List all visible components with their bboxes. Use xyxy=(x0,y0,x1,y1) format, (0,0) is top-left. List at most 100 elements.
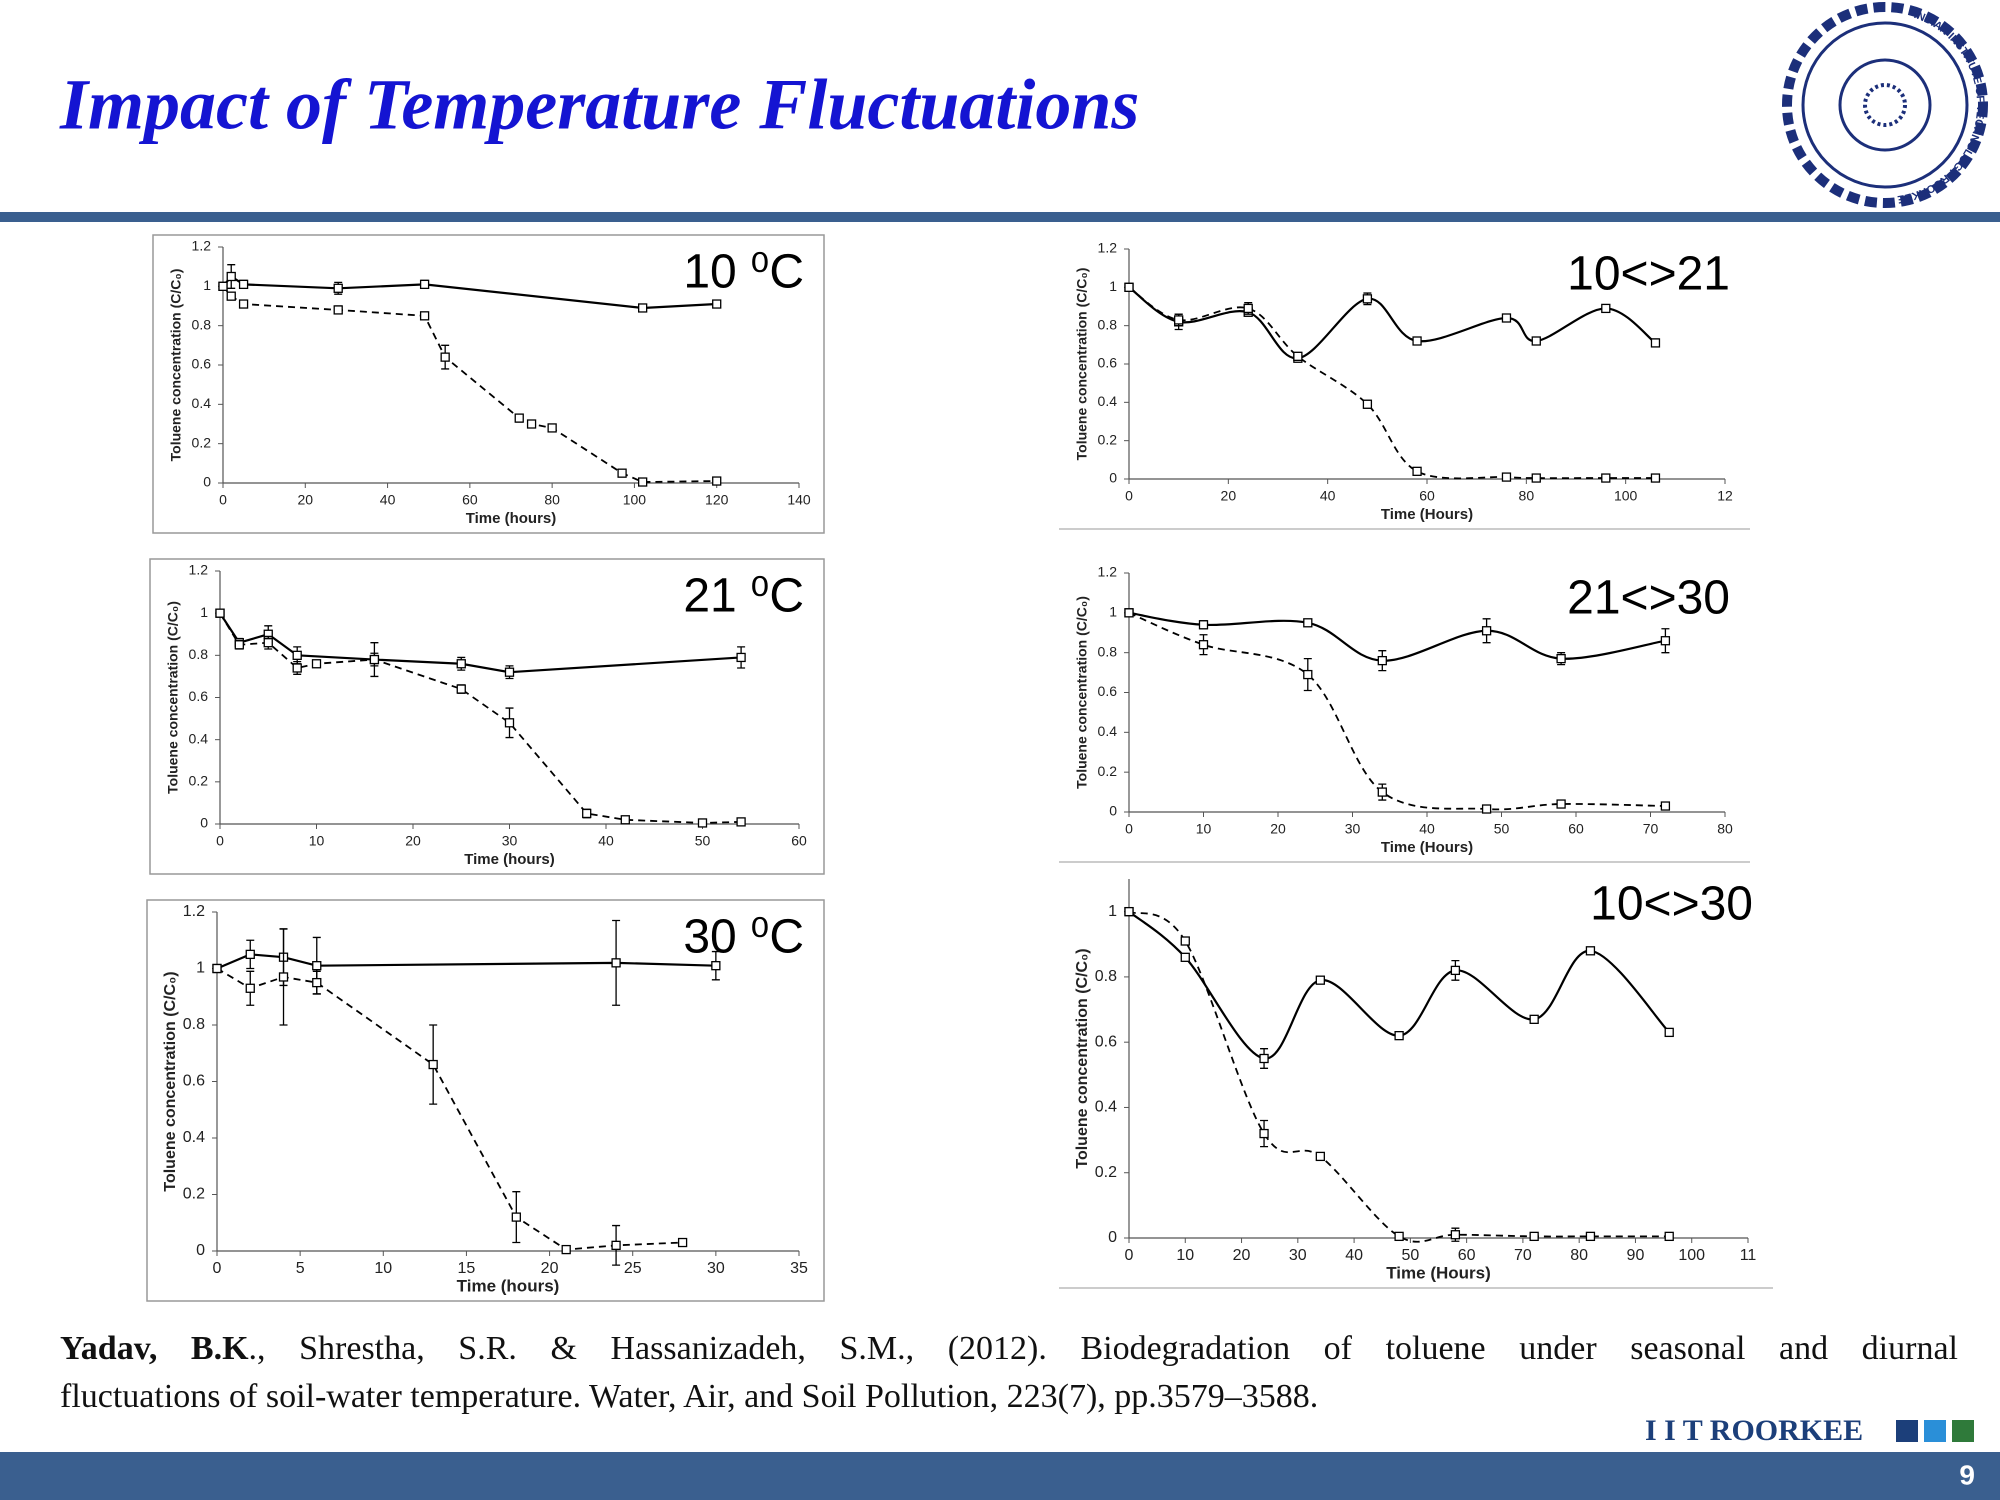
x-axis-label: Time (Hours) xyxy=(1381,506,1473,523)
y-tick-label: 1 xyxy=(1108,903,1117,920)
chart: 0 0.2 0.4 0.6 0.8 1 1.2 0 20 40 60 80 100 120 140 Time … xyxy=(152,234,825,534)
x-tick-label: 0 xyxy=(1125,488,1133,504)
data-point xyxy=(511,1212,521,1222)
data-point xyxy=(1664,1231,1674,1242)
data-point xyxy=(218,281,228,291)
data-point xyxy=(333,305,343,315)
x-tick-label: 60 xyxy=(791,833,807,849)
x-tick-label: 0 xyxy=(216,833,224,849)
data-point xyxy=(1124,906,1134,917)
series-line xyxy=(1128,286,1656,480)
chart: 0 0.2 0.4 0.6 0.8 1 1.2 0 10 20 30 40 50 60 Time (hour… xyxy=(149,558,825,875)
y-axis-label: Toluene concentration (C/C₀) xyxy=(165,601,181,794)
chart: 0 0.2 0.4 0.6 0.8 1 1.2 0 10 20 30 40 50 60 70 80 Time (… xyxy=(1059,564,1750,863)
y-tick-label: 0.2 xyxy=(192,434,212,450)
x-tick-label: 20 xyxy=(405,833,421,849)
x-tick-label: 10 xyxy=(374,1260,392,1277)
x-tick-label: 70 xyxy=(1514,1247,1532,1264)
citation-line: Yadav, B.K., Shrestha, S.R. & Hassanizad… xyxy=(60,1330,1958,1368)
data-point xyxy=(1664,1027,1674,1038)
y-tick-label: 0.4 xyxy=(1098,723,1118,739)
data-point xyxy=(1293,351,1303,361)
x-tick-label: 20 xyxy=(541,1260,559,1277)
data-point xyxy=(312,961,322,971)
data-point xyxy=(1180,952,1190,962)
data-point xyxy=(611,1240,621,1250)
data-point xyxy=(1660,801,1671,811)
data-point xyxy=(311,659,322,669)
data-point xyxy=(1556,653,1566,664)
data-point xyxy=(1303,618,1313,628)
footer-square xyxy=(1924,1420,1946,1442)
y-axis-label: Toluene concentration (C/C₀) xyxy=(162,971,179,1191)
x-tick-label: 80 xyxy=(1570,1247,1588,1264)
series-line xyxy=(1128,910,1670,1243)
data-point xyxy=(456,684,466,694)
y-axis-label: Toluene concentration (C/C₀) xyxy=(1074,596,1090,789)
data-point xyxy=(561,1244,571,1255)
y-tick-label: 0.8 xyxy=(1098,316,1118,332)
data-point xyxy=(245,983,255,993)
y-tick-label: 0.6 xyxy=(1095,1033,1117,1050)
x-tick-label: 20 xyxy=(297,492,313,508)
y-tick-label: 0 xyxy=(203,474,211,490)
x-tick-label: 80 xyxy=(544,492,560,508)
y-tick-label: 1 xyxy=(1109,278,1117,294)
y-tick-label: 1 xyxy=(1109,604,1117,620)
data-point xyxy=(504,667,515,677)
x-tick-label: 11 xyxy=(1740,1247,1757,1264)
footer-square xyxy=(1896,1420,1918,1442)
data-point xyxy=(1529,1231,1539,1242)
series-line xyxy=(1128,612,1666,811)
data-point xyxy=(1198,640,1209,650)
data-point xyxy=(1394,1031,1404,1041)
data-point xyxy=(677,1237,688,1248)
y-tick-label: 0.6 xyxy=(183,1073,205,1090)
y-tick-label: 0.2 xyxy=(1098,431,1118,447)
data-point xyxy=(1529,1014,1539,1024)
data-point xyxy=(547,423,557,433)
y-tick-label: 1 xyxy=(196,960,205,977)
data-point xyxy=(238,279,249,290)
data-point xyxy=(1377,787,1387,797)
data-point xyxy=(1198,620,1209,630)
data-point xyxy=(419,311,430,321)
x-tick-label: 10 xyxy=(1176,1247,1194,1264)
citation-line: fluctuations of soil-water temperature. … xyxy=(60,1378,1318,1416)
y-tick-label: 0.8 xyxy=(1098,643,1118,659)
x-tick-label: 140 xyxy=(787,492,811,508)
y-tick-label: 0 xyxy=(1109,470,1117,486)
y-tick-label: 0.8 xyxy=(183,1016,205,1033)
data-point xyxy=(514,413,524,423)
y-axis-label: Toluene concentration (C/C₀) xyxy=(1074,268,1090,461)
data-point xyxy=(1180,936,1190,946)
y-tick-label: 1.2 xyxy=(192,238,212,254)
data-point xyxy=(1377,655,1387,666)
y-tick-label: 0 xyxy=(196,1242,205,1259)
data-point xyxy=(620,815,630,825)
data-point xyxy=(711,961,721,971)
y-tick-label: 1.2 xyxy=(189,562,209,578)
data-point xyxy=(428,1059,438,1070)
x-tick-label: 100 xyxy=(1614,488,1638,504)
x-tick-label: 90 xyxy=(1627,1247,1645,1264)
x-axis-label: Time (Hours) xyxy=(1386,1263,1491,1282)
y-tick-label: 0.4 xyxy=(1095,1099,1117,1116)
citation-text: ., Shrestha, S.R. & Hassanizadeh, S.M., … xyxy=(248,1330,1958,1367)
data-point xyxy=(638,477,648,487)
y-tick-label: 0.2 xyxy=(1095,1164,1117,1181)
chart-label: 21<>30 xyxy=(1567,572,1730,625)
y-tick-label: 0.6 xyxy=(192,356,212,372)
x-tick-label: 30 xyxy=(502,833,518,849)
x-axis-label: Time (hours) xyxy=(466,510,557,527)
data-point xyxy=(1660,636,1671,646)
x-tick-label: 100 xyxy=(1678,1247,1705,1264)
data-point xyxy=(238,299,249,309)
y-tick-label: 0.6 xyxy=(1098,355,1118,371)
x-tick-label: 40 xyxy=(380,492,396,508)
series-line xyxy=(219,612,742,674)
logo: INDIAN INSTITUTE OF TECHNOLOGY ROORKEE xyxy=(1782,2,1988,208)
data-point xyxy=(1259,1128,1269,1139)
data-point xyxy=(1243,303,1253,314)
x-tick-label: 12 xyxy=(1717,488,1733,504)
